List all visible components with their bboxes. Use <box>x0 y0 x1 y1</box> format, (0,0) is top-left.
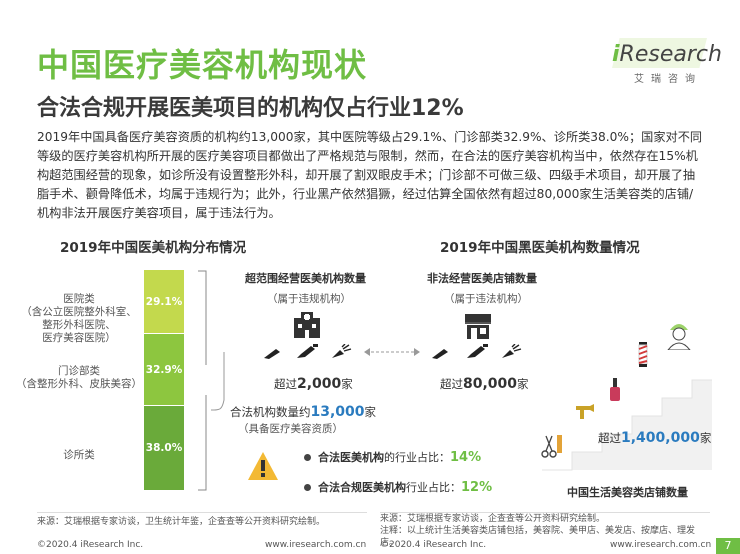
nail-polish-icon <box>610 378 620 401</box>
bar-value-label: 32.9% <box>145 363 183 376</box>
left-source: 来源：艾瑞根据专家访谈，卫生统计年鉴，企查查等公开资料研究绘制。 <box>37 517 326 527</box>
over-scope-count: 超过2,000家 <box>274 376 353 392</box>
bar-segment-0: 29.1% <box>144 270 184 334</box>
legal-count-suffix: 家 <box>364 405 377 419</box>
scalpel-icon <box>264 349 280 359</box>
legend-compliant-share: 合法合规医美机构行业占比：12% <box>318 479 492 495</box>
over-scope-number: 2,000 <box>297 376 342 392</box>
over-scope-suffix: 家 <box>341 377 353 391</box>
illegal-suffix: 家 <box>517 377 529 391</box>
right-source: 来源：艾瑞根据专家访谈，企查查等公开资料研究绘制。 <box>380 514 606 524</box>
category-note: （含公立医院整外科室、 <box>21 306 137 318</box>
legal-count-label: 合法机构数量约13,000家 <box>230 404 376 420</box>
dashed-arrow <box>364 348 420 356</box>
category-label-clinic: 诊所类 <box>14 449 144 462</box>
legend-compliant-value: 12% <box>461 480 493 495</box>
illegal-sub: （属于违法机构） <box>444 293 528 305</box>
logo-research: Research <box>619 42 722 67</box>
page-subtitle: 合法合规开展医美项目的机构仅占行业12% <box>37 96 464 121</box>
syringe-icon <box>297 344 318 358</box>
illegal-title: 非法经营医美店铺数量 <box>427 272 537 285</box>
bar-segment-2: 38.0% <box>144 406 184 490</box>
beauty-shop-suffix: 家 <box>699 431 712 445</box>
url-right: www.iresearch.com.cn <box>610 540 712 550</box>
url-left: www.iresearch.com.cn <box>265 540 367 550</box>
beauty-shop-count: 超过1,400,000家 <box>598 430 711 446</box>
category-label-clinic-dept: 门诊部类 （含整形外科、皮肤美容） <box>14 365 144 391</box>
footer-divider-right <box>380 512 710 513</box>
category-name: 医院类 <box>63 293 95 305</box>
category-name: 门诊部类 <box>58 365 100 377</box>
right-note: 注释：以上统计生活美容类店铺包括，美容院、美甲店、美发店、按摩店、理发店。 <box>380 526 696 548</box>
barber-pole-icon <box>638 342 648 367</box>
illegal-number: 80,000 <box>463 376 518 392</box>
comb-scissors-icon <box>541 435 562 458</box>
copyright-right: ©2020.4 iResearch Inc. <box>380 540 487 550</box>
bar-value-label: 29.1% <box>145 295 183 308</box>
legend-compliant-rest: 行业占比： <box>406 481 461 494</box>
page-number: 7 <box>716 538 740 554</box>
legend-legal-rest: 的行业占比： <box>384 451 450 464</box>
category-name: 诊所类 <box>63 449 95 461</box>
legend-bullet <box>304 454 311 461</box>
beauty-shop-prefix: 超过 <box>598 431 621 445</box>
over-scope-sub: （属于违规机构） <box>267 293 351 305</box>
logo-sub: 艾瑞咨询 <box>634 74 702 85</box>
legend-bullet <box>304 484 311 491</box>
over-scope-prefix: 超过 <box>274 377 297 391</box>
beauty-shop-caption: 中国生活美容类店铺数量 <box>567 486 688 499</box>
bracket-line <box>198 270 207 491</box>
logo-bar <box>612 38 707 68</box>
hospital-icon <box>294 312 320 338</box>
shop-icon <box>465 314 491 339</box>
legend-legal-label: 合法医美机构 <box>318 451 384 464</box>
legend-compliant-label: 合法合规医美机构 <box>318 481 406 494</box>
hairdryer-icon <box>576 404 594 419</box>
page-title: 中国医疗美容机构现状 <box>37 46 368 84</box>
footer-divider-left <box>37 512 367 513</box>
warning-icon <box>248 452 278 480</box>
left-section-title: 2019年中国医美机构分布情况 <box>60 240 247 256</box>
body-paragraph: 2019年中国具备医疗美容资质的机构约13,000家，其中医院等级占29.1%、… <box>37 130 703 220</box>
legal-count-sub: （具备医疗美容资质） <box>238 423 343 435</box>
illegal-count: 超过80,000家 <box>440 376 529 392</box>
right-section-title: 2019年中国黑医美机构数量情况 <box>440 240 640 256</box>
beauty-shop-number: 1,400,000 <box>621 430 700 446</box>
iresearch-logo: iResearch 艾瑞咨询 <box>612 38 722 85</box>
logo-i: i <box>612 42 620 67</box>
bar-value-label: 38.0% <box>145 442 183 454</box>
illegal-prefix: 超过 <box>440 377 463 391</box>
staircase <box>542 379 712 471</box>
legal-count-prefix: 合法机构数量约 <box>230 405 311 419</box>
scalpel-icon <box>432 349 448 359</box>
bracket-connector <box>210 352 225 411</box>
category-note: 医疗美容医院） <box>42 332 116 344</box>
legend-legal-value: 14% <box>450 450 482 465</box>
category-note: （含整形外科、皮肤美容） <box>16 378 142 390</box>
category-label-hospital: 医院类 （含公立医院整外科室、 整形外科医院、 医疗美容医院） <box>14 293 144 345</box>
legend-legal-share: 合法医美机构的行业占比：14% <box>318 449 481 465</box>
laser-icon <box>332 344 352 358</box>
laser-icon <box>502 344 522 358</box>
over-scope-title: 超范围经营医美机构数量 <box>245 272 366 285</box>
logo-word: iResearch <box>612 42 722 67</box>
copyright-left: ©2020.4 iResearch Inc. <box>37 540 144 550</box>
stacked-bar: 29.1% 32.9% 38.0% <box>144 270 184 490</box>
bar-segment-1: 32.9% <box>144 334 184 406</box>
legal-count-number: 13,000 <box>310 404 365 420</box>
category-note: 整形外科医院、 <box>42 319 116 331</box>
syringe-icon <box>467 344 488 358</box>
nurse-icon <box>667 324 691 350</box>
